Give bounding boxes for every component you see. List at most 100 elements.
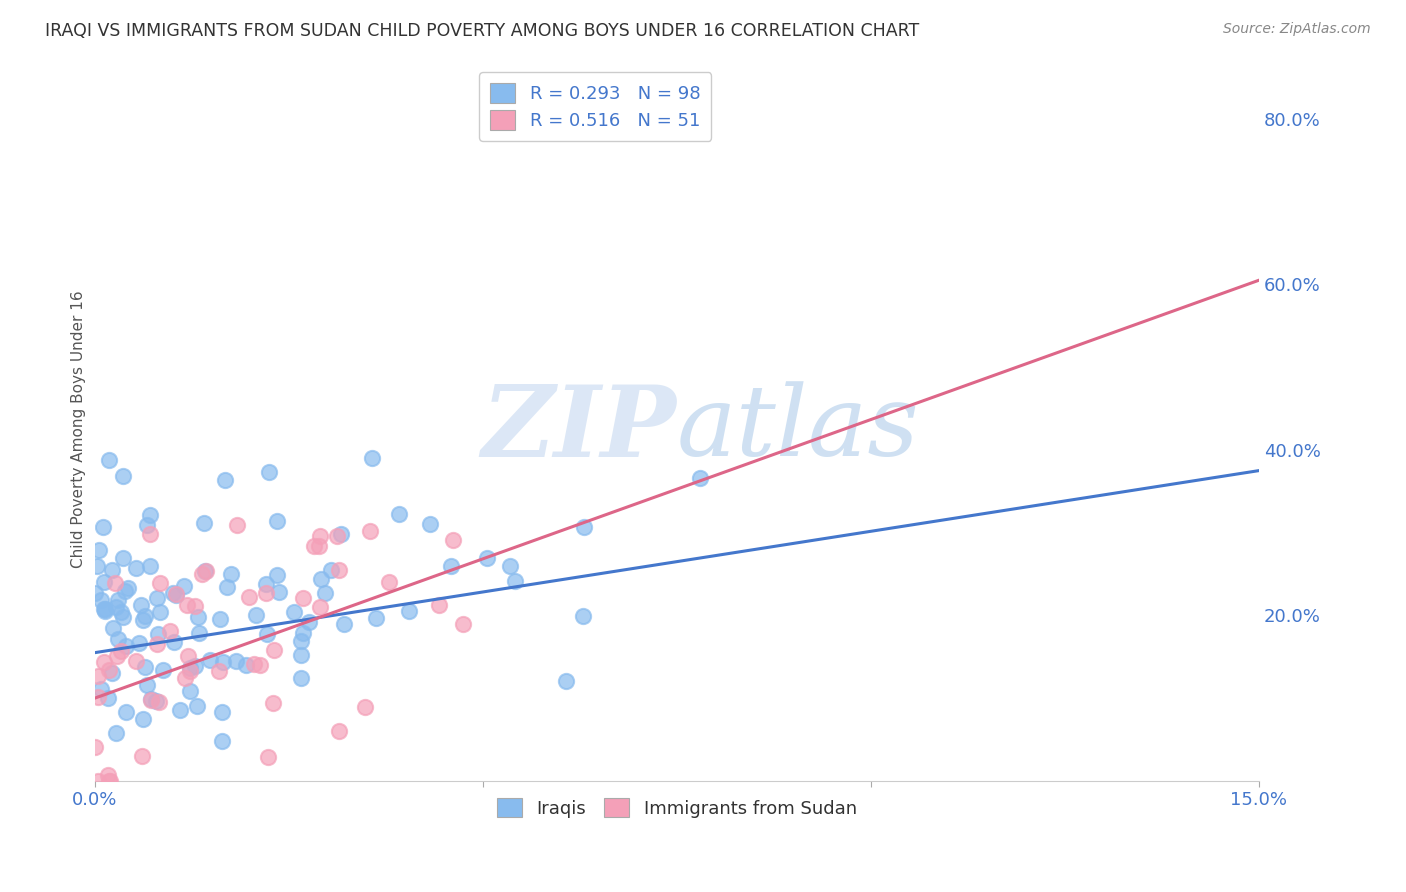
Point: [128, 635, 150, 649]
Point: [131, 748, 153, 763]
Point: [298, 615, 321, 629]
Point: [138, 508, 160, 522]
Point: [187, 609, 209, 624]
Point: [148, 626, 170, 640]
Text: atlas: atlas: [676, 382, 920, 477]
Point: [145, 694, 167, 708]
Point: [184, 658, 207, 673]
Y-axis label: Child Poverty Among Boys Under 16: Child Poverty Among Boys Under 16: [72, 291, 86, 568]
Point: [254, 576, 277, 591]
Point: [308, 600, 330, 615]
Point: [451, 617, 474, 632]
Point: [110, 605, 132, 619]
Point: [427, 598, 450, 612]
Point: [283, 606, 305, 620]
Point: [499, 559, 522, 574]
Point: [90, 681, 112, 696]
Point: [101, 563, 124, 577]
Point: [263, 642, 285, 657]
Point: [330, 526, 353, 541]
Point: [139, 692, 162, 706]
Point: [97, 768, 120, 782]
Point: [194, 564, 217, 578]
Point: [214, 473, 236, 487]
Point: [97, 453, 120, 467]
Point: [104, 726, 127, 740]
Point: [87, 774, 110, 789]
Point: [141, 692, 163, 706]
Point: [97, 774, 120, 789]
Point: [208, 612, 231, 626]
Point: [256, 749, 278, 764]
Point: [114, 584, 136, 599]
Point: [135, 518, 157, 533]
Point: [91, 520, 114, 534]
Point: [111, 551, 134, 566]
Point: [328, 563, 350, 577]
Point: [226, 518, 249, 533]
Point: [179, 661, 201, 675]
Point: [198, 653, 221, 667]
Point: [83, 740, 105, 755]
Point: [388, 508, 411, 522]
Point: [125, 561, 148, 575]
Point: [100, 774, 122, 789]
Point: [132, 613, 155, 627]
Point: [146, 638, 169, 652]
Point: [107, 593, 129, 607]
Point: [125, 654, 148, 668]
Point: [256, 627, 278, 641]
Point: [309, 572, 332, 586]
Point: [219, 567, 242, 582]
Point: [90, 593, 112, 607]
Point: [87, 669, 110, 683]
Point: [93, 655, 115, 669]
Point: [89, 543, 111, 558]
Point: [441, 533, 464, 547]
Text: Source: ZipAtlas.com: Source: ZipAtlas.com: [1223, 22, 1371, 37]
Point: [149, 576, 172, 591]
Point: [571, 609, 593, 624]
Point: [319, 563, 342, 577]
Point: [93, 602, 115, 616]
Point: [212, 655, 235, 669]
Point: [290, 648, 312, 662]
Point: [101, 621, 124, 635]
Point: [208, 664, 231, 678]
Point: [84, 586, 107, 600]
Point: [149, 605, 172, 619]
Point: [238, 590, 260, 604]
Point: [179, 684, 201, 698]
Point: [145, 591, 167, 606]
Point: [292, 625, 315, 640]
Point: [184, 599, 207, 613]
Point: [159, 624, 181, 639]
Point: [398, 604, 420, 618]
Point: [267, 585, 290, 599]
Point: [440, 559, 463, 574]
Point: [290, 633, 312, 648]
Point: [689, 471, 711, 485]
Point: [177, 649, 200, 664]
Point: [86, 559, 108, 574]
Point: [101, 666, 124, 681]
Point: [308, 529, 330, 543]
Point: [211, 734, 233, 748]
Point: [475, 551, 498, 566]
Point: [111, 610, 134, 624]
Point: [87, 690, 110, 705]
Point: [290, 671, 312, 685]
Text: ZIP: ZIP: [482, 381, 676, 477]
Point: [129, 599, 152, 613]
Point: [187, 626, 209, 640]
Point: [326, 528, 349, 542]
Point: [354, 700, 377, 714]
Point: [302, 539, 325, 553]
Point: [138, 559, 160, 574]
Point: [328, 723, 350, 738]
Point: [169, 703, 191, 717]
Point: [152, 663, 174, 677]
Point: [245, 608, 267, 623]
Point: [165, 587, 187, 601]
Point: [179, 664, 201, 678]
